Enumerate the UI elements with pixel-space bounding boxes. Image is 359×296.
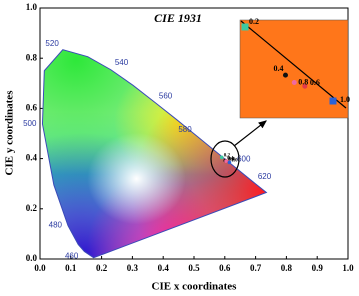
point	[219, 155, 224, 160]
x-axis-label: CIE x coordinates	[152, 281, 238, 293]
point	[227, 160, 232, 165]
y-tick-label: 1.0	[26, 2, 38, 12]
gamut-fill	[42, 49, 267, 258]
inset-point-label: 0.4	[273, 64, 283, 73]
y-tick-label: 0.8	[26, 52, 38, 62]
inset-point-label: 0.8	[298, 77, 308, 86]
x-tick-label: 0.1	[65, 263, 77, 273]
inset-point	[329, 97, 337, 105]
inset-point	[282, 72, 288, 78]
inset-point	[302, 83, 308, 89]
chart-title: CIE 1931	[154, 11, 202, 25]
wavelength-label: 480	[49, 221, 63, 230]
wavelength-label: 600	[237, 155, 251, 164]
point-label: 0.4	[227, 157, 234, 162]
wavelength-label: 460	[65, 252, 79, 261]
x-tick-label: 0.9	[312, 263, 324, 273]
point-label: 1.0	[231, 159, 238, 164]
wavelength-label: 500	[23, 119, 37, 128]
y-tick-label: 0.2	[26, 203, 38, 213]
x-tick-label: 0.0	[34, 263, 46, 273]
point	[224, 159, 228, 163]
wavelength-label: 620	[258, 172, 272, 181]
y-axis-label: CIE y coordinates	[4, 90, 16, 176]
y-tick-label: 0.4	[26, 153, 38, 163]
point-label: 0.8	[228, 157, 235, 162]
x-tick-label: 1.0	[342, 263, 354, 273]
zoom-arrow	[233, 120, 267, 147]
x-tick-label: 0.7	[250, 263, 262, 273]
x-tick-label: 0.2	[96, 263, 108, 273]
wavelength-label: 540	[115, 58, 129, 67]
inset-point	[291, 80, 297, 85]
wavelength-label: 520	[45, 39, 59, 48]
inset-point-label: 0.2	[249, 17, 259, 26]
x-tick-label: 0.4	[158, 263, 170, 273]
wavelength-label: 560	[159, 91, 173, 100]
point-label: 0.6	[229, 158, 236, 163]
point-label: 0.2	[224, 153, 231, 158]
zoom-ellipse	[210, 140, 240, 178]
x-tick-label: 0.3	[127, 263, 139, 273]
inset-point-label: 1.0	[340, 95, 350, 104]
wavelength-label: 580	[178, 125, 192, 134]
plot: 0.0 0.1 0.2 0.3 0.4 0.5 0.6 0.7 0.8 0.9 1.00.00.20…	[23, 2, 354, 273]
inset-point	[241, 23, 249, 31]
y-tick-label: 0.6	[26, 102, 38, 112]
spectral-locus	[41, 49, 268, 259]
inset-points: 0.2 0.4 0.60.8 1.0	[241, 17, 350, 105]
y-tick-label: 0.0	[26, 253, 38, 263]
inset-locus-edge	[240, 20, 347, 109]
inset-point-label: 0.6	[310, 78, 320, 87]
x-tick-label: 0.8	[281, 263, 293, 273]
x-tick-label: 0.5	[188, 263, 200, 273]
x-tick-label: 0.6	[219, 263, 231, 273]
gamut-layer	[42, 49, 267, 258]
